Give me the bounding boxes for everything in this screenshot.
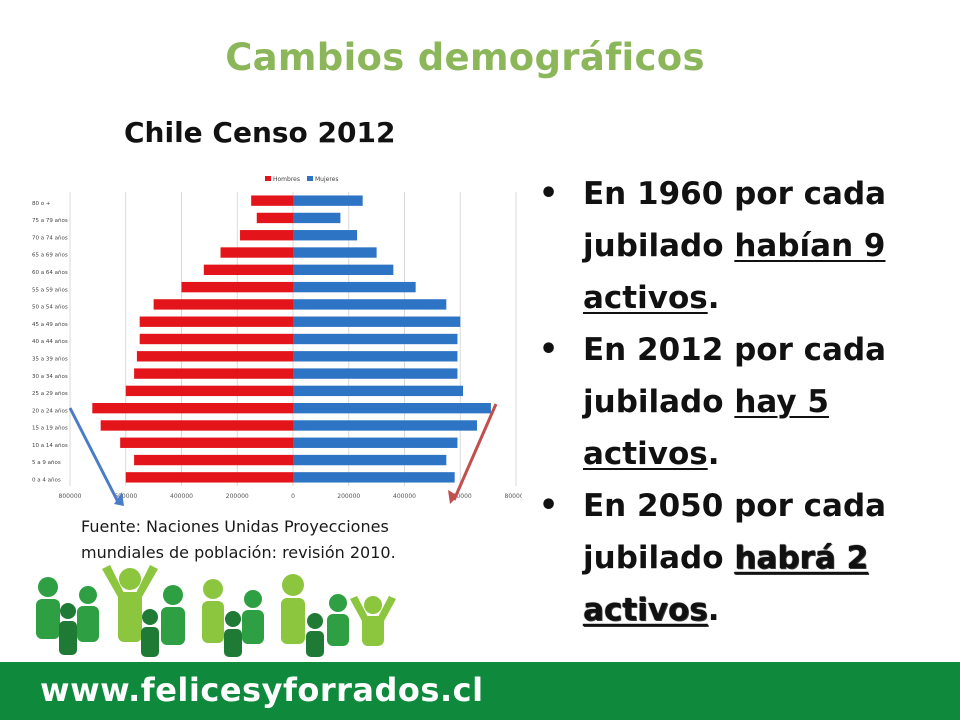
y-category-label: 10 a 14 años xyxy=(32,443,68,449)
bar-mujeres xyxy=(293,402,491,414)
bar-mujeres xyxy=(293,351,458,362)
source-line-2: mundiales de población: revisión 2010. xyxy=(81,543,396,562)
x-tick-label: 800000 xyxy=(505,493,522,500)
bullet-2050-emphasis: habrá 2 activos xyxy=(583,540,869,628)
bar-hombres xyxy=(251,195,293,206)
source-note: Fuente: Naciones Unidas Proyecciones mun… xyxy=(81,514,396,566)
bar-hombres xyxy=(203,264,293,276)
y-category-label: 50 a 54 años xyxy=(32,305,68,311)
y-category-label: 5 a 9 años xyxy=(32,460,61,466)
y-category-label: 20 a 24 años xyxy=(32,408,68,414)
bullet-2012-text: En 2012 por cada jubilado xyxy=(583,332,887,420)
bar-mujeres xyxy=(293,385,464,397)
bar-hombres xyxy=(153,299,293,310)
bar-hombres xyxy=(181,281,293,293)
y-category-label: 60 a 64 años xyxy=(32,270,68,276)
arrow-left-head xyxy=(114,492,124,506)
bar-mujeres xyxy=(293,437,458,448)
y-category-label: 70 a 74 años xyxy=(32,235,68,241)
y-category-label: 65 a 69 años xyxy=(32,253,68,259)
bar-mujeres xyxy=(293,281,416,293)
bullet-1960-text: En 1960 por cada jubilado xyxy=(583,176,887,264)
footer-url: www.felicesyforrados.cl xyxy=(40,671,484,709)
x-tick-label: 0 xyxy=(291,493,295,500)
arrow-right xyxy=(452,403,498,501)
legend-label-hombres: Hombres xyxy=(273,176,300,183)
bar-hombres xyxy=(256,212,293,224)
bullet-2050-end: . xyxy=(707,592,720,628)
bullet-dot-icon: • xyxy=(539,176,559,211)
x-tick-label: 200000 xyxy=(226,493,249,500)
arrow-right-head xyxy=(448,490,458,504)
y-category-label: 35 a 39 años xyxy=(32,356,68,362)
chart-svg: 800000 600000 400000 200000 0 200000 400000 600… xyxy=(32,176,522,506)
bar-hombres xyxy=(240,230,293,241)
bar-hombres xyxy=(125,472,293,483)
bullet-1960-emphasis: habían 9 activos xyxy=(583,228,886,316)
bar-hombres xyxy=(134,454,293,466)
bar-mujeres xyxy=(293,316,461,327)
bar-mujeres xyxy=(293,420,477,431)
slide-title: Cambios demográficos xyxy=(225,36,705,79)
x-tick-label: 400000 xyxy=(393,493,416,500)
bar-hombres xyxy=(136,351,293,362)
arrow-left xyxy=(68,407,120,503)
bar-mujeres xyxy=(293,230,358,241)
x-tick-label: 800000 xyxy=(59,493,82,500)
bullet-list: • En 1960 por cada jubilado habían 9 acti… xyxy=(533,168,953,636)
bar-hombres xyxy=(120,437,293,448)
bar-mujeres xyxy=(293,472,455,483)
bar-mujeres xyxy=(293,299,447,310)
bar-mujeres xyxy=(293,195,363,206)
people-illustration-icon xyxy=(36,565,396,657)
x-tick-label: 600000 xyxy=(449,493,472,500)
legend-swatch-hombres xyxy=(265,176,271,181)
bar-mujeres xyxy=(293,264,394,276)
x-tick-label: 200000 xyxy=(337,493,360,500)
bullet-2012-end: . xyxy=(707,436,720,472)
bullet-1960: • En 1960 por cada jubilado habían 9 acti… xyxy=(533,168,953,324)
y-category-label: 25 a 29 años xyxy=(32,391,68,397)
bullet-dot-icon: • xyxy=(539,332,559,367)
y-category-label: 15 a 19 años xyxy=(32,426,68,432)
bar-mujeres xyxy=(293,368,458,379)
bar-hombres xyxy=(139,316,293,327)
bar-hombres xyxy=(139,333,293,345)
bullet-2050-text: En 2050 por cada jubilado xyxy=(583,488,887,576)
population-pyramid-chart: 800000 600000 400000 200000 0 200000 400000 600… xyxy=(26,170,522,506)
bar-mujeres xyxy=(293,333,458,345)
legend-swatch-mujeres xyxy=(307,176,313,181)
bar-hombres xyxy=(125,385,293,397)
y-category-label: 0 a 4 años xyxy=(32,478,61,484)
bullet-1960-end: . xyxy=(707,280,720,316)
x-tick-label: 600000 xyxy=(114,493,137,500)
bar-hombres xyxy=(220,247,293,258)
bar-mujeres xyxy=(293,454,447,466)
y-category-label: 40 a 44 años xyxy=(32,339,68,345)
bar-hombres xyxy=(100,420,293,431)
x-tick-label: 400000 xyxy=(170,493,193,500)
legend-label-mujeres: Mujeres xyxy=(315,176,339,183)
source-line-1: Fuente: Naciones Unidas Proyecciones xyxy=(81,517,389,536)
bullet-dot-icon: • xyxy=(539,488,559,523)
bar-mujeres xyxy=(293,212,341,224)
y-category-label: 80 o + xyxy=(32,201,51,207)
footer-bar: www.felicesyforrados.cl xyxy=(0,662,960,720)
y-category-label: 30 a 34 años xyxy=(32,374,68,380)
bar-hombres xyxy=(134,368,293,379)
bullet-2012: • En 2012 por cada jubilado hay 5 activos… xyxy=(533,324,953,480)
bullet-2012-emphasis: hay 5 activos xyxy=(583,384,829,472)
bar-mujeres xyxy=(293,247,377,258)
bar-hombres xyxy=(92,402,293,414)
y-category-label: 45 a 49 años xyxy=(32,322,68,328)
chart-subtitle: Chile Censo 2012 xyxy=(124,116,396,149)
y-category-label: 55 a 59 años xyxy=(32,287,68,293)
bullet-2050: • En 2050 por cada jubilado habrá 2 activ… xyxy=(533,480,953,636)
y-category-label: 75 a 79 años xyxy=(32,218,68,224)
